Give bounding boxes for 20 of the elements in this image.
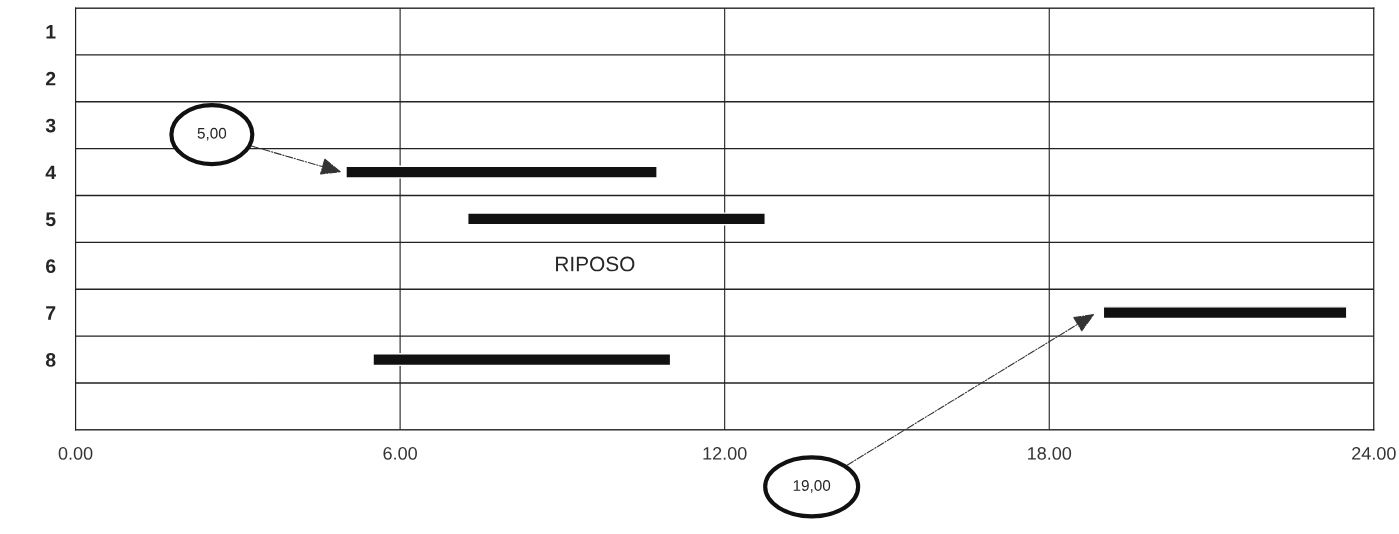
annotation: RIPOSO [556, 256, 635, 272]
bar [345, 165, 658, 179]
annotation: 5,00 [197, 127, 227, 141]
y-tick-label: 7 [46, 306, 56, 320]
y-tick-label: 4 [45, 165, 56, 180]
text: 19,00 [793, 480, 831, 493]
x-tick-label: 6.00 [383, 447, 417, 460]
x-tick-label: 0.00 [58, 447, 93, 460]
x-tick-label: 24.00 [1352, 447, 1396, 460]
y-tick-label: 6 [46, 259, 56, 274]
x-tick-label: 18.00 [1028, 447, 1072, 460]
y-tick-label: 1 [46, 25, 56, 39]
bar [467, 212, 766, 226]
y-tick-label: 5 [45, 212, 56, 227]
bar [372, 353, 672, 367]
y-tick-label: 2 [45, 71, 56, 86]
y-tick-label: 3 [45, 118, 56, 133]
bar [1102, 306, 1348, 320]
x-tick-label: 12.00 [703, 447, 747, 460]
y-tick-label: 8 [45, 353, 56, 367]
